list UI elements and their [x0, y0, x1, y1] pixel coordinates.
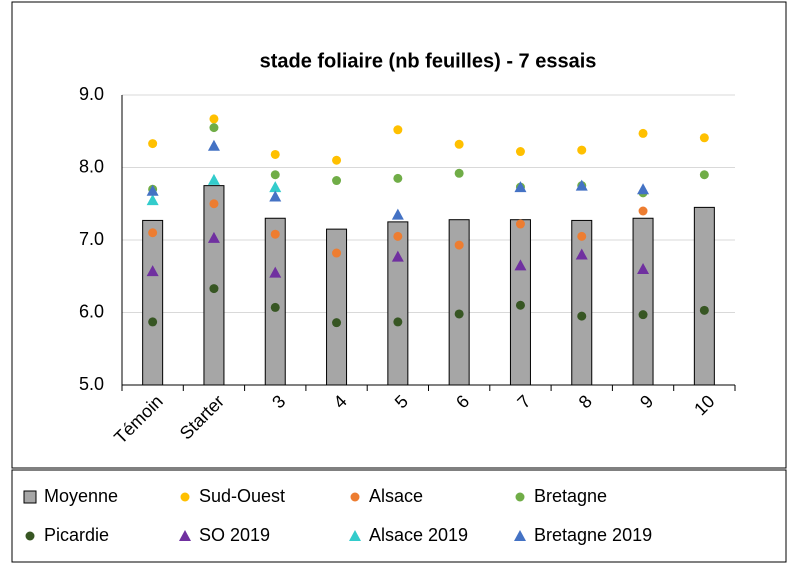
dot-marker [148, 139, 158, 149]
triangle-marker [637, 263, 650, 274]
triangle-marker [207, 173, 220, 185]
legend-label: Moyenne [44, 486, 118, 506]
legend-swatch [25, 531, 35, 541]
dot-marker [454, 309, 464, 319]
legend-swatch [349, 530, 361, 541]
dot-marker [148, 228, 158, 238]
dot-marker [209, 123, 219, 133]
dot-marker [577, 145, 587, 155]
triangle-marker [575, 179, 588, 191]
legend-label: Picardie [44, 525, 109, 545]
triangle-marker [391, 250, 404, 262]
dot-marker [332, 248, 342, 258]
triangle-marker [391, 208, 404, 220]
legend-label: Bretagne 2019 [534, 525, 652, 545]
legend-label: Alsace 2019 [369, 525, 468, 545]
dot-marker [515, 219, 525, 229]
dot-marker [270, 302, 280, 312]
dot-marker [699, 305, 709, 315]
dot-marker [638, 310, 648, 320]
dot-marker [638, 128, 648, 138]
dot-marker [270, 149, 280, 159]
triangle-marker [146, 194, 159, 206]
bar [632, 217, 654, 386]
dot-marker [454, 168, 464, 178]
dot-marker [332, 155, 342, 165]
dot-marker [332, 176, 342, 186]
y-tick-label: 7.0 [79, 229, 104, 249]
triangle-marker [575, 248, 588, 260]
legend-swatch [179, 530, 191, 541]
triangle-marker [269, 190, 282, 202]
legend-label: Sud-Ouest [199, 486, 285, 506]
dot-marker [577, 311, 587, 321]
dot-marker [332, 318, 342, 328]
triangle-marker [637, 183, 650, 195]
bar [387, 221, 409, 386]
legend-label: Alsace [369, 486, 423, 506]
bar [264, 217, 286, 386]
dot-marker [577, 231, 587, 241]
legend-label: Bretagne [534, 486, 607, 506]
bar [571, 219, 593, 386]
triangle-marker [146, 265, 159, 277]
bar [142, 219, 164, 386]
legend-swatch [23, 490, 37, 504]
dot-marker [515, 300, 525, 310]
legend-swatch [350, 492, 360, 502]
dot-marker [209, 114, 219, 124]
y-tick-label: 5.0 [79, 374, 104, 394]
triangle-marker [269, 266, 282, 278]
triangle-marker [207, 231, 220, 243]
dot-marker [209, 284, 219, 294]
legend-box [11, 469, 787, 563]
dot-marker [270, 170, 280, 180]
dot-marker [454, 139, 464, 149]
triangle-marker [269, 181, 282, 193]
dot-marker [393, 317, 403, 327]
triangle-marker [207, 139, 220, 151]
legend-swatch [515, 492, 525, 502]
dot-marker [393, 231, 403, 241]
chart-title: stade foliaire (nb feuilles) - 7 essais [260, 50, 597, 72]
dot-marker [699, 133, 709, 143]
y-tick-label: 8.0 [79, 156, 104, 176]
dot-marker [515, 147, 525, 157]
dot-marker [638, 206, 648, 216]
dot-marker [699, 170, 709, 180]
legend-swatch [514, 530, 526, 541]
dot-marker [454, 240, 464, 250]
dot-marker [393, 125, 403, 135]
triangle-marker [514, 181, 527, 193]
legend-swatch [180, 492, 190, 502]
legend-label: SO 2019 [199, 525, 270, 545]
dot-marker [209, 199, 219, 209]
y-tick-label: 6.0 [79, 301, 104, 321]
triangle-marker [514, 259, 527, 271]
bar [693, 206, 715, 386]
triangle-marker [146, 184, 159, 196]
dot-marker [148, 317, 158, 327]
dot-marker [393, 173, 403, 183]
y-tick-label: 9.0 [79, 84, 104, 104]
dot-marker [270, 229, 280, 239]
